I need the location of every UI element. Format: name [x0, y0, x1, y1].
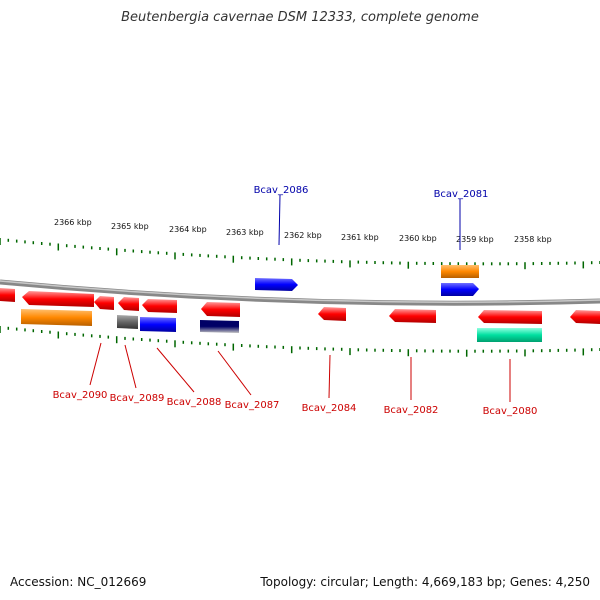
gene-label-bcav-2090[interactable]: Bcav_2090 [53, 390, 108, 401]
gene-tags: Bcav_2086 Bcav_2081 Bcav_2090 Bcav_2089 … [53, 185, 538, 417]
gene-label-bcav-2087[interactable]: Bcav_2087 [225, 400, 280, 411]
scale-ticks-top [0, 238, 600, 270]
gene-label-bcav-2089[interactable]: Bcav_2089 [110, 393, 165, 404]
gene-feature-bcav-2087[interactable] [201, 302, 240, 317]
gene-feature-bcav-2086[interactable] [255, 278, 298, 291]
rna-feature-bcav-2080[interactable] [477, 328, 542, 342]
genome-summary-text: Topology: circular; Length: 4,669,183 bp… [260, 575, 590, 589]
gene-feature-bcav-2082[interactable] [389, 309, 436, 323]
gene-label-bcav-2082[interactable]: Bcav_2082 [384, 405, 439, 416]
gene-feature-bcav-2090b[interactable] [94, 296, 114, 310]
misc-feature-bcav-2089[interactable] [117, 315, 138, 329]
gene-label-bcav-2081[interactable]: Bcav_2081 [434, 189, 489, 200]
kbp-label-2363: 2363 kbp [226, 228, 264, 237]
gene-feature-bcav-2088[interactable] [142, 299, 177, 313]
protein-feature-bcav-2088[interactable] [140, 317, 176, 332]
kbp-label-2360: 2360 kbp [399, 234, 437, 243]
kbp-label-2364: 2364 kbp [169, 225, 207, 234]
kbp-label-2361: 2361 kbp [341, 233, 379, 242]
genome-title: Beutenbergia cavernae DSM 12333, complet… [121, 10, 479, 25]
gene-label-bcav-2084[interactable]: Bcav_2084 [302, 403, 357, 414]
rna-feature-bcav-2081[interactable] [441, 265, 479, 278]
callout-lines [89, 194, 511, 402]
gene-label-bcav-2080[interactable]: Bcav_2080 [483, 406, 538, 417]
kbp-label-2365: 2365 kbp [111, 222, 149, 231]
gene-feature-bcav-2089[interactable] [118, 297, 139, 311]
gene-feature-edge-right[interactable] [570, 310, 600, 324]
scale-ticks-bottom [0, 326, 600, 357]
gene-feature-edge-left[interactable] [0, 288, 15, 302]
gene-feature-bcav-2084[interactable] [318, 307, 346, 321]
misc-feature-bcav-2087[interactable] [200, 320, 239, 333]
gene-feature-bcav-2090[interactable] [22, 291, 94, 307]
gene-feature-bcav-2080[interactable] [478, 310, 542, 324]
kbp-labels: 2366 kbp 2365 kbp 2364 kbp 2363 kbp 2362… [54, 218, 552, 244]
accession-text: Accession: NC_012669 [10, 575, 147, 589]
reverse-features [0, 288, 600, 342]
gene-feature-bcav-2081[interactable] [441, 283, 479, 296]
genome-backbone [0, 279, 600, 306]
rna-feature-bcav-2090[interactable] [21, 309, 92, 326]
kbp-label-2366: 2366 kbp [54, 218, 92, 227]
gene-label-bcav-2086[interactable]: Bcav_2086 [254, 185, 309, 196]
kbp-label-2359: 2359 kbp [456, 235, 494, 244]
forward-features [255, 265, 479, 296]
kbp-label-2362: 2362 kbp [284, 231, 322, 240]
kbp-label-2358: 2358 kbp [514, 235, 552, 244]
gene-label-bcav-2088[interactable]: Bcav_2088 [167, 397, 222, 408]
